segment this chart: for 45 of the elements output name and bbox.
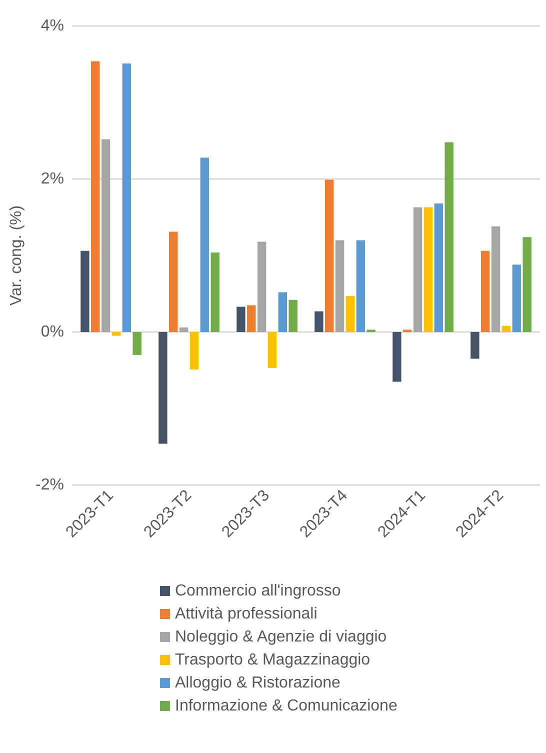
bar [247,305,256,332]
bar [236,306,246,332]
bar [122,63,131,332]
bar [434,203,443,332]
y-tick-label: -2% [36,476,64,494]
bar [392,332,402,382]
y-tick-label: 2% [40,170,64,188]
bar [288,300,298,332]
bar [502,326,511,332]
legend-label: Attività professionali [175,606,318,622]
bar [101,139,110,332]
bar [356,240,365,332]
bar [522,237,532,332]
bar [481,250,490,332]
bar [200,158,209,332]
y-axis-title: Var. cong. (%) [8,205,26,306]
legend-label: Alloggio & Ristorazione [175,674,341,692]
bar [346,296,355,332]
bar [424,207,433,332]
bar [91,61,100,332]
bar [278,292,287,332]
bar [325,180,334,332]
y-tick-label: 4% [40,18,64,34]
bar [169,232,178,332]
bar [314,311,324,332]
legend-label: Commercio all'ingrosso [175,582,341,600]
legend-label: Informazione & Comunicazione [175,698,398,714]
bar [512,264,521,332]
bar [470,332,480,359]
bar [444,142,454,332]
bar [80,250,90,332]
bar [335,240,344,332]
bar [257,242,266,332]
bar [210,252,220,332]
bar [413,207,422,332]
bar [112,332,121,336]
bar [158,332,168,444]
legend-label: Trasporto & Magazzinaggio [175,652,370,668]
bar [491,226,500,332]
legend-label: Noleggio & Agenzie di viaggio [175,628,387,646]
bar [132,332,142,355]
bar [268,332,277,368]
y-tick-label: 0% [40,324,64,340]
bar [179,327,188,332]
bar [190,332,199,370]
